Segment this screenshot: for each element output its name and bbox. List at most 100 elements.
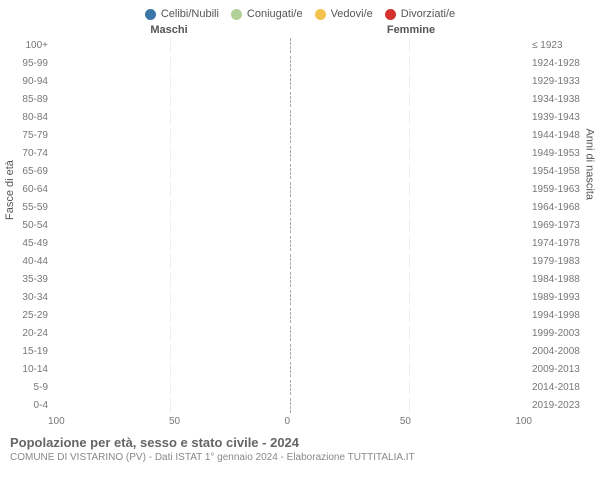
age-row: 80-84 1939-1943 [4, 108, 596, 126]
bar-segment [288, 200, 290, 215]
legend-item: Vedovi/e [315, 8, 373, 20]
bar-segment [288, 92, 290, 107]
age-label: 70-74 [4, 148, 52, 159]
bar-segment [288, 74, 290, 89]
age-label: 45-49 [4, 238, 52, 249]
age-label: 25-29 [4, 310, 52, 321]
bar-segment [288, 218, 290, 233]
bar-segment [295, 254, 297, 269]
header-male: Maschi [48, 24, 290, 36]
age-row: 40-44 1979-1983 [4, 252, 596, 270]
legend-item: Divorziati/e [385, 8, 455, 20]
age-label: 15-19 [4, 346, 52, 357]
y-axis-label-right: Anni di nascita [584, 128, 596, 200]
legend-dot [145, 9, 156, 20]
legend-dot [231, 9, 242, 20]
x-tick: 100 [48, 416, 65, 427]
birth-year-label: 1999-2003 [528, 328, 596, 339]
bar-segment [288, 236, 290, 251]
age-label: 10-14 [4, 364, 52, 375]
chart-footer: Popolazione per età, sesso e stato civil… [0, 429, 600, 467]
legend: Celibi/Nubili Coniugati/e Vedovi/e Divorzia… [0, 0, 600, 24]
birth-year-label: 1974-1978 [528, 238, 596, 249]
age-label: 40-44 [4, 256, 52, 267]
x-tick: 50 [169, 416, 180, 427]
age-row: 10-14 2009-2013 [4, 360, 596, 378]
age-row: 25-29 1994-1998 [4, 306, 596, 324]
birth-year-label: 1994-1998 [528, 310, 596, 321]
age-label: 85-89 [4, 94, 52, 105]
age-label: 35-39 [4, 274, 52, 285]
chart-subtitle: COMUNE DI VISTARINO (PV) - Dati ISTAT 1°… [10, 452, 590, 463]
legend-label: Coniugati/e [247, 8, 303, 20]
bar-segment [288, 362, 290, 377]
legend-item: Coniugati/e [231, 8, 303, 20]
bar-segment [288, 398, 290, 413]
birth-year-label: 2004-2008 [528, 346, 596, 357]
birth-year-label: 1924-1928 [528, 58, 596, 69]
birth-year-label: 2019-2023 [528, 400, 596, 411]
legend-dot [385, 9, 396, 20]
age-label: 100+ [4, 40, 52, 51]
bar-segment [291, 362, 293, 377]
bar-segment [288, 380, 290, 395]
bar-segment [293, 308, 295, 323]
bar-segment [297, 200, 299, 215]
birth-year-label: 1964-1968 [528, 202, 596, 213]
age-row: 95-991924-1928 [4, 54, 596, 72]
age-row: 30-341989-1993 [4, 288, 596, 306]
bar-segment [297, 182, 299, 197]
age-row: 75-791944-1948 [4, 126, 596, 144]
age-row: 100+≤ 1923 [4, 36, 596, 54]
age-label: 80-84 [4, 112, 52, 123]
bar-segment [297, 218, 299, 233]
bar-segment [295, 110, 297, 125]
bar-segment [291, 344, 293, 359]
bar-segment [293, 290, 295, 305]
bar-segment [291, 56, 293, 71]
age-label: 20-24 [4, 328, 52, 339]
age-label: 75-79 [4, 130, 52, 141]
bar-segment [288, 182, 290, 197]
bar-segment [288, 110, 290, 125]
column-headers: Maschi Femmine [0, 24, 600, 36]
age-label: 30-34 [4, 292, 52, 303]
age-label: 0-4 [4, 400, 52, 411]
age-row: 60-641959-1963 [4, 180, 596, 198]
x-tick: 100 [515, 416, 532, 427]
y-axis-label-left: Fasce di età [4, 160, 16, 220]
birth-year-label: 1939-1943 [528, 112, 596, 123]
pyramid-chart: 100+≤ 192395-991924-1928 90-94 1929-1933 85… [0, 36, 600, 414]
birth-year-label: 1969-1973 [528, 220, 596, 231]
age-row: 50-541969-1973 [4, 216, 596, 234]
age-row: 70-741949-1953 [4, 144, 596, 162]
bar-segment [288, 272, 290, 287]
bar-segment [288, 326, 290, 341]
bar-segment [288, 308, 290, 323]
bar-segment [288, 344, 290, 359]
age-row: 55-591964-1968 [4, 198, 596, 216]
bar-segment [295, 92, 297, 107]
age-row: 35-391984-1988 [4, 270, 596, 288]
bar-segment [293, 74, 295, 89]
legend-label: Celibi/Nubili [161, 8, 219, 20]
age-row: 15-19 2004-2008 [4, 342, 596, 360]
bar-segment [293, 326, 295, 341]
bar-segment [291, 398, 293, 413]
bar-segment [288, 146, 290, 161]
bar-segment [288, 128, 290, 143]
bar-segment [297, 128, 299, 143]
birth-year-label: 1979-1983 [528, 256, 596, 267]
birth-year-label: 1929-1933 [528, 76, 596, 87]
bar-segment [295, 236, 297, 251]
bar-segment [297, 146, 299, 161]
age-row: 0-4 2019-2023 [4, 396, 596, 414]
age-row: 90-94 1929-1933 [4, 72, 596, 90]
age-label: 90-94 [4, 76, 52, 87]
age-label: 5-9 [4, 382, 52, 393]
chart-title: Popolazione per età, sesso e stato civil… [10, 435, 590, 450]
bar-segment [297, 164, 299, 179]
x-axis: 100500 050100 [0, 414, 600, 429]
age-row: 20-24 1999-2003 [4, 324, 596, 342]
birth-year-label: 2009-2013 [528, 364, 596, 375]
